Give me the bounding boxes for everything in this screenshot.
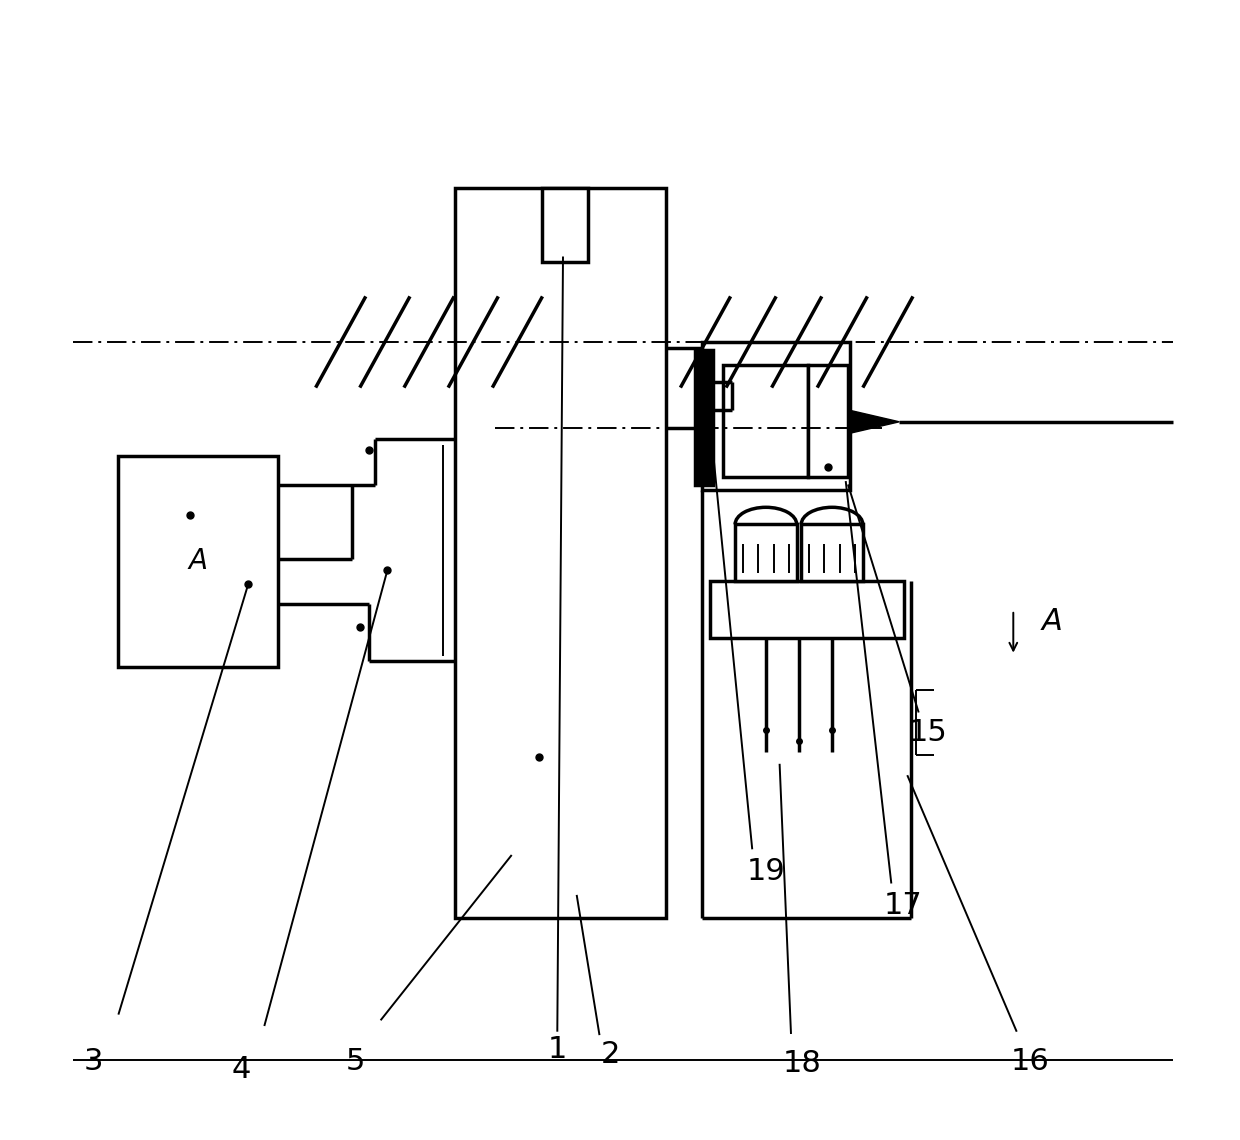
Text: 19: 19 xyxy=(746,857,785,886)
Text: 15: 15 xyxy=(909,718,947,747)
Text: A: A xyxy=(188,547,208,576)
Bar xyxy=(118,456,278,667)
Text: 2: 2 xyxy=(601,1040,620,1068)
Text: 5: 5 xyxy=(346,1047,366,1075)
Bar xyxy=(808,365,848,477)
Text: 1: 1 xyxy=(548,1035,567,1064)
Text: 17: 17 xyxy=(883,891,923,920)
Bar xyxy=(735,524,797,581)
Text: 18: 18 xyxy=(782,1049,822,1077)
Text: 4: 4 xyxy=(232,1054,252,1083)
Text: 3: 3 xyxy=(83,1047,103,1075)
Bar xyxy=(723,365,808,477)
Polygon shape xyxy=(851,410,899,433)
Bar xyxy=(702,342,851,490)
Text: A: A xyxy=(1042,606,1063,636)
Bar xyxy=(455,188,666,918)
Bar xyxy=(801,524,863,581)
Bar xyxy=(696,350,713,484)
Bar xyxy=(542,188,588,262)
Bar xyxy=(711,581,904,638)
Text: 16: 16 xyxy=(1011,1047,1050,1075)
